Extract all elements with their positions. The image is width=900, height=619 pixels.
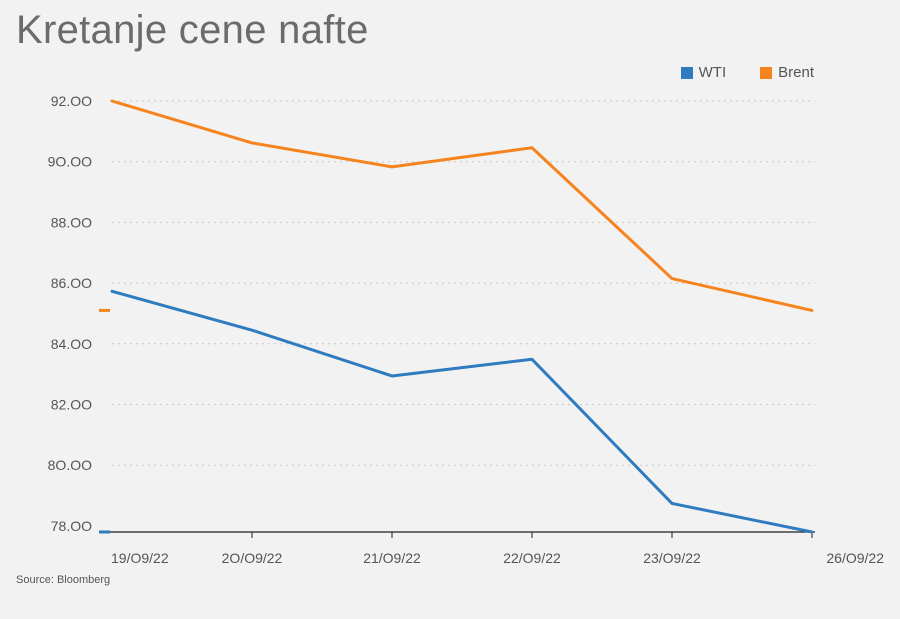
chart-title: Kretanje cene nafte: [16, 8, 369, 52]
legend-item-wti: WTI: [680, 64, 727, 81]
source-note: Source: Bloomberg: [16, 574, 111, 586]
y-tick-label: 84.OO: [51, 336, 92, 352]
legend: WTI Brent: [680, 64, 814, 81]
y-tick-label: 88.OO: [51, 214, 92, 230]
y-tick-label: 92.OO: [51, 93, 92, 109]
legend-item-brent: Brent: [760, 64, 814, 81]
x-tick-label: 21/O9/22: [363, 550, 421, 566]
legend-swatch-wti: [680, 66, 693, 79]
x-tick-label: 23/O9/22: [643, 550, 701, 566]
x-tick-label: 26/O9/22: [826, 550, 884, 566]
y-tick-label: 82.OO: [51, 397, 92, 413]
y-tick-label: 78.OO: [51, 518, 92, 534]
y-tick-label: 86.OO: [51, 275, 92, 291]
x-tick-label: 2O/O9/22: [222, 550, 283, 566]
y-tick-label: 8O.OO: [48, 457, 92, 473]
series-line-brent: [110, 99, 814, 312]
legend-label-brent: Brent: [778, 64, 814, 81]
x-tick-label: 22/O9/22: [503, 550, 561, 566]
legend-label-wti: WTI: [698, 64, 727, 81]
legend-swatch-brent: [760, 66, 773, 79]
x-tick-label: 19/O9/22: [111, 550, 169, 566]
series-line-wti: [110, 289, 814, 534]
y-tick-label: 9O.OO: [48, 154, 92, 170]
